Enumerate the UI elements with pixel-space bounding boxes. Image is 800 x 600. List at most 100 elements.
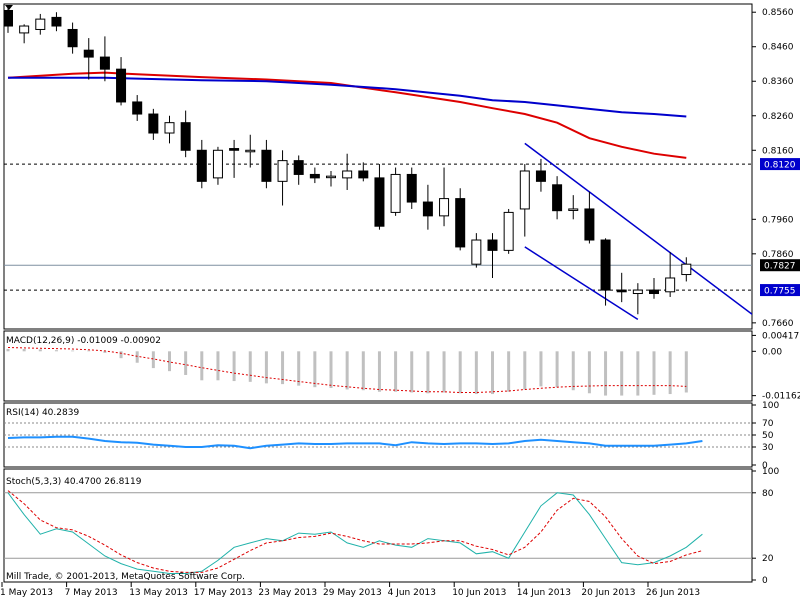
candle [632, 283, 643, 315]
date-axis-label: 29 May 2013 [323, 588, 382, 598]
candle [390, 167, 401, 216]
candle-body [358, 170, 369, 179]
date-axis-label: 26 Jun 2013 [646, 588, 700, 598]
candle [439, 167, 450, 227]
candle [212, 146, 223, 185]
macd-axis-label: -0.01162 [762, 392, 800, 402]
candle-body [681, 263, 692, 276]
candle-body [584, 208, 595, 241]
rsi-axis-label: 50 [762, 431, 774, 441]
candle-body [19, 25, 30, 34]
stoch-axis-label: 0 [762, 576, 768, 586]
candle-body [229, 148, 240, 151]
price-tag-label: 0.7755 [764, 287, 796, 297]
stochastic-panel [4, 490, 752, 574]
candle [293, 155, 304, 185]
sto-frame [3, 468, 753, 583]
candle-body [374, 177, 385, 227]
candle [342, 153, 353, 190]
stoch-axis-label: 20 [762, 554, 774, 564]
rsi-line [7, 435, 703, 450]
candle [487, 233, 498, 278]
macd-axis-label: 0.00417 [762, 331, 799, 341]
price-axis-label: 0.7860 [762, 250, 794, 260]
date-axis-label: 7 May 2013 [65, 588, 118, 598]
candle [422, 184, 433, 230]
candle [196, 139, 207, 189]
candle-body [132, 101, 143, 115]
candle-body [116, 68, 127, 103]
copyright-footer: Mill Trade, © 2001-2013, MetaQuotes Soft… [6, 572, 245, 582]
price-tag-label: 0.7827 [764, 262, 796, 272]
stoch-line [7, 492, 703, 574]
candle [67, 22, 78, 54]
candle [19, 24, 30, 44]
candle-body [245, 149, 256, 153]
candle-body [148, 113, 159, 134]
price-tag-box [760, 259, 800, 272]
candle [552, 176, 563, 220]
candle-body [455, 198, 466, 248]
candle [277, 150, 288, 206]
candle [584, 191, 595, 244]
candle-body [180, 122, 191, 151]
candle-body [406, 173, 417, 203]
date-axis-label: 20 Jun 2013 [581, 588, 635, 598]
candle-body [422, 201, 433, 217]
date-axis-label: 14 Jun 2013 [517, 588, 571, 598]
candle-body [649, 289, 659, 295]
price-axis-label: 0.8560 [762, 8, 794, 18]
candle [180, 110, 191, 158]
candle [99, 36, 110, 82]
candle-body [535, 170, 546, 182]
rsi-axis-label: 30 [762, 443, 774, 453]
candle [358, 162, 369, 182]
macd-title: MACD(12,26,9) -0.01009 -0.00902 [6, 336, 161, 346]
candle [649, 277, 659, 299]
candle-body [277, 160, 288, 182]
date-axis-label: 10 Jun 2013 [452, 588, 506, 598]
candle-body [35, 18, 46, 30]
trend-channel-lower [524, 246, 639, 321]
trend-channel-upper [524, 142, 752, 316]
candle [261, 139, 272, 189]
macd-axis-label: 0.00 [762, 347, 782, 357]
date-axis-label: 23 May 2013 [258, 588, 317, 598]
moving-average-line [8, 76, 687, 118]
price-panel [4, 6, 752, 321]
stochastic-title: Stoch(5,3,3) 40.4700 26.8119 [6, 477, 142, 487]
candle [535, 158, 546, 192]
candle-body [390, 173, 401, 213]
candle-body [261, 149, 272, 182]
candle-body [196, 149, 207, 182]
candle-body [67, 28, 78, 48]
stoch-axis-label: 100 [762, 467, 779, 477]
rsi-axis-label: 0 [762, 461, 768, 471]
rsi-title: RSI(14) 40.2839 [6, 408, 79, 418]
chart-shift-icon [5, 5, 13, 10]
candle-body [519, 170, 530, 210]
price-axis-label: 0.8360 [762, 77, 794, 87]
price-axis-label: 0.7660 [762, 319, 794, 329]
price-tag-label: 0.8120 [764, 161, 796, 171]
price-frame [3, 3, 753, 330]
candle [35, 13, 46, 35]
rsi-panel [4, 422, 752, 450]
macd-panel [6, 347, 688, 396]
price-tag-box [760, 158, 800, 171]
candle-body [293, 160, 304, 175]
candle-body [99, 56, 110, 70]
candle [83, 38, 94, 80]
macd-frame [3, 330, 753, 402]
candle [503, 208, 514, 254]
candle-body [4, 9, 13, 27]
stoch-line [7, 490, 703, 573]
date-axis-label: 17 May 2013 [194, 588, 253, 598]
price-axis-label: 0.8260 [762, 112, 794, 122]
candle [326, 170, 336, 187]
date-axis-label: 4 Jun 2013 [388, 588, 436, 598]
candle-body [632, 289, 643, 295]
candle [4, 6, 13, 33]
candle [665, 252, 676, 297]
